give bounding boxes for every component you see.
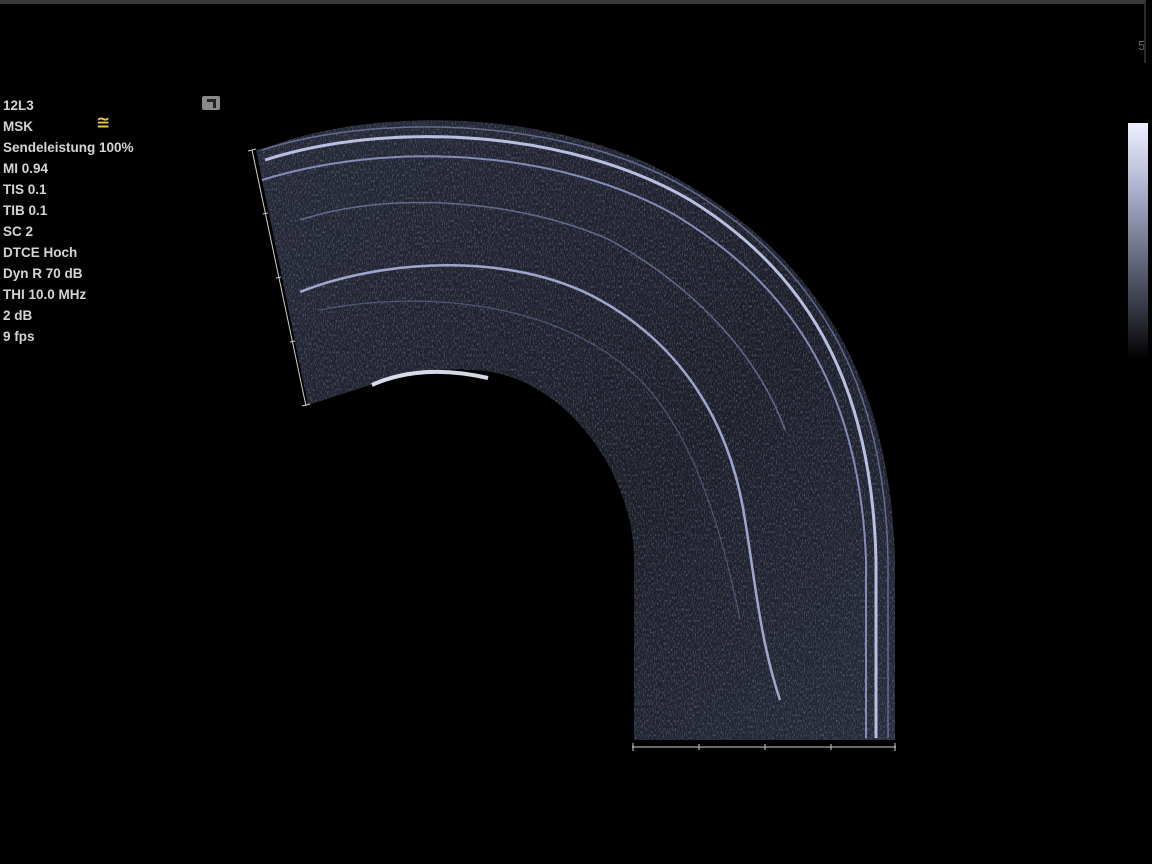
grayscale-map-bar bbox=[1128, 123, 1148, 360]
param-power: Sendeleistung 100% bbox=[3, 140, 134, 155]
top-bar-edge-glyph: 5 bbox=[1138, 38, 1144, 53]
parameter-panel: 12L3 MSK Sendeleistung 100% MI 0.94 TIS … bbox=[3, 95, 203, 347]
width-scale-ticks bbox=[632, 743, 896, 751]
param-thi: THI 10.0 MHz bbox=[3, 287, 87, 302]
fascia-outer bbox=[264, 135, 878, 738]
bone-surface-echo bbox=[371, 369, 489, 387]
fascia-inner bbox=[299, 264, 782, 701]
probe-label: 12L3 bbox=[3, 98, 34, 113]
param-dynamic-range: Dyn R 70 dB bbox=[3, 266, 83, 281]
top-bar: 5 bbox=[0, 0, 1146, 63]
depth-scale-line bbox=[251, 149, 307, 407]
param-dtce: DTCE Hoch bbox=[3, 245, 78, 260]
preset-icon: ≅ bbox=[96, 113, 111, 132]
preset-label: MSK bbox=[3, 119, 33, 134]
probe-orientation-icon bbox=[202, 96, 220, 110]
depth-scale-ticks bbox=[247, 148, 311, 407]
param-tib: TIB 0.1 bbox=[3, 203, 48, 218]
param-frame-rate: 9 fps bbox=[3, 329, 35, 344]
param-mi: MI 0.94 bbox=[3, 161, 49, 176]
param-sc: SC 2 bbox=[3, 224, 34, 239]
param-gain: 2 dB bbox=[3, 308, 33, 323]
param-tis: TIS 0.1 bbox=[3, 182, 47, 197]
